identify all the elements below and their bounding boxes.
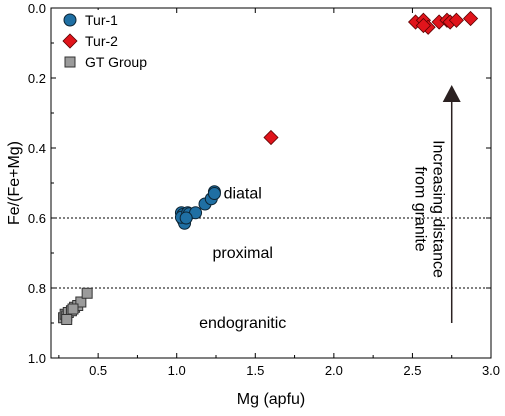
point-tur-2 [463, 10, 479, 27]
y-tick-label: 0.6 [28, 211, 46, 226]
point-tur-2 [263, 129, 279, 146]
point-gt-group [67, 303, 79, 315]
y-tick-label: 0.4 [28, 141, 46, 156]
y-tick-label: 1.0 [28, 351, 46, 366]
zone-labels: diatal proximal endogranitic [199, 186, 286, 333]
legend-label: GT Group [85, 54, 147, 70]
arrow-label-line: Increasing distance [430, 140, 447, 278]
x-axis-label: Mg (apfu) [237, 391, 305, 408]
y-tick-label: 0.8 [28, 281, 46, 296]
arrow-head [442, 85, 461, 102]
point-tur-1 [179, 211, 193, 225]
point-gt-group [75, 296, 87, 308]
x-tick-label: 1.5 [246, 363, 264, 378]
point-tur-1 [207, 187, 221, 200]
point-gt-group [81, 287, 93, 299]
point-tur-2 [448, 12, 464, 28]
reference-lines [51, 217, 491, 289]
arrow-label-line: from granite [412, 166, 429, 251]
data-points [58, 10, 479, 325]
legend: Tur-1 Tur-2 GT Group [57, 10, 172, 76]
legend-marker [63, 13, 77, 27]
x-tick-label: 1.0 [168, 363, 186, 378]
zone-label: diatal [224, 186, 262, 203]
legend-marker [64, 56, 76, 68]
x-tick-label: 0.5 [89, 363, 107, 378]
y-axis-ticks: 0.0 0.2 0.4 0.6 0.8 1.0 [28, 1, 491, 366]
y-axis-label: Fe/(Fe+Mg) [6, 141, 23, 225]
point-tur-2 [415, 17, 431, 34]
point-gt-group [61, 314, 73, 325]
zone-label: endogranitic [199, 315, 286, 332]
y-tick-label: 0.2 [28, 71, 46, 86]
x-tick-label: 2.5 [403, 363, 421, 378]
legend-marker [62, 33, 78, 49]
x-axis-ticks: 0.5 1.0 1.5 2.0 2.5 3.0 [58, 8, 500, 378]
legend-label: Tur-2 [85, 33, 118, 49]
zone-label: proximal [212, 245, 272, 262]
x-tick-label: 2.0 [325, 363, 343, 378]
legend-label: Tur-1 [85, 12, 118, 28]
y-tick-label: 0.0 [28, 1, 46, 16]
x-tick-label: 3.0 [482, 363, 500, 378]
